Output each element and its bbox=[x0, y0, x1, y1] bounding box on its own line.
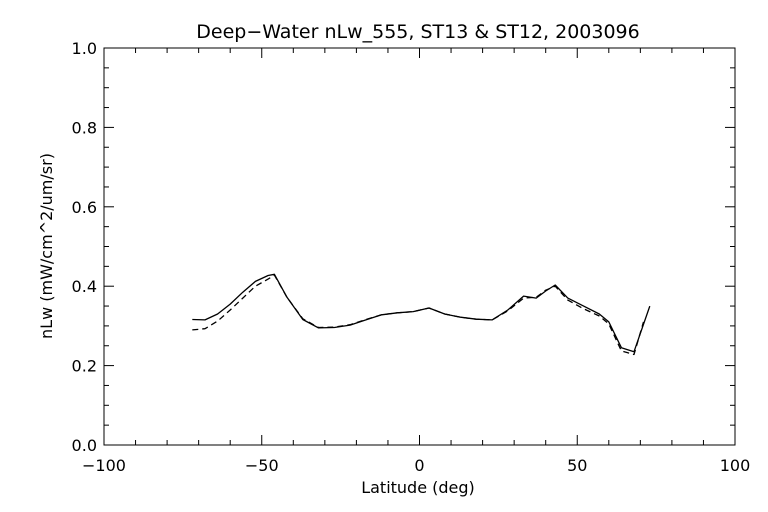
series-line-solid bbox=[192, 273, 651, 353]
y-tick-label: 0.8 bbox=[72, 118, 97, 137]
series-line-dashed bbox=[192, 274, 645, 356]
x-axis-label: Latitude (deg) bbox=[361, 478, 475, 497]
x-tick-label: 0 bbox=[414, 456, 424, 475]
y-tick-label: 0.4 bbox=[72, 277, 97, 296]
x-tick-label: 100 bbox=[720, 456, 751, 475]
y-tick-label: 0.0 bbox=[72, 436, 97, 455]
chart-title: Deep−Water nLw_555, ST13 & ST12, 2003096 bbox=[196, 21, 640, 43]
x-tick-label: −100 bbox=[82, 456, 126, 475]
x-tick-label: −50 bbox=[245, 456, 279, 475]
plot-frame bbox=[103, 47, 736, 446]
y-tick-label: 1.0 bbox=[72, 39, 97, 58]
axis-ticks bbox=[103, 47, 736, 446]
y-axis-label: nLw (mW/cm^2/um/sr) bbox=[37, 153, 56, 339]
series-lines bbox=[192, 273, 651, 356]
x-tick-label: 50 bbox=[567, 456, 587, 475]
y-tick-label: 0.2 bbox=[72, 357, 97, 376]
axis-tick-labels: −100 −50 0 50 100 0.0 0.2 0.4 0.6 0.8 1.0 bbox=[72, 39, 751, 475]
y-tick-label: 0.6 bbox=[72, 198, 97, 217]
